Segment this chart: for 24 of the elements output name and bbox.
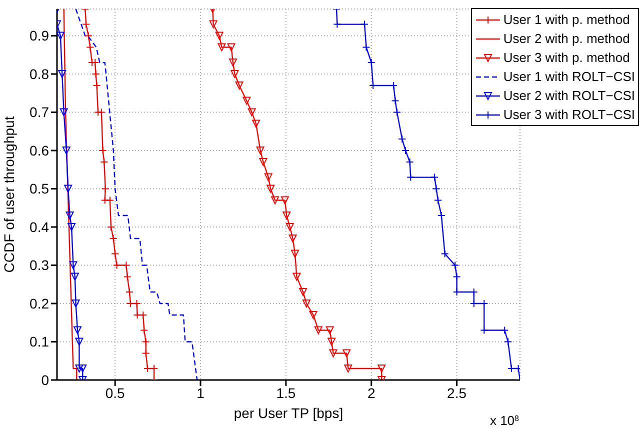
y-tick-label: 0.1 bbox=[30, 334, 50, 350]
x-axis-title: per User TP [bps] bbox=[234, 405, 344, 421]
x-tick-label: 1 bbox=[196, 384, 205, 401]
legend-label: User 3 with ROLT−CSI bbox=[503, 107, 635, 122]
text: x 10$^{8}$ bbox=[490, 413, 520, 428]
x-tick-label: 0.5 bbox=[105, 384, 126, 401]
y-tick-label: 0.5 bbox=[30, 180, 50, 197]
legend-label: User 2 with ROLT−CSI bbox=[503, 88, 635, 103]
legend-label: User 3 with p. method bbox=[503, 50, 630, 65]
x-tick-label: 2 bbox=[367, 384, 376, 401]
y-tick-label: 0.9 bbox=[30, 28, 50, 44]
x-tick-label: 2.5 bbox=[447, 384, 467, 401]
legend-label: User 1 with p. method bbox=[503, 12, 630, 27]
y-tick-label: 0.7 bbox=[30, 104, 50, 120]
y-tick-label: 0.2 bbox=[30, 295, 50, 312]
y-axis-title: CCDF of user throughput bbox=[0, 116, 17, 273]
x-tick-label: 1.5 bbox=[276, 384, 296, 401]
legend-label: User 2 with p. method bbox=[503, 31, 630, 46]
y-tick-label: 0 bbox=[41, 372, 50, 388]
y-tick-label: 0.6 bbox=[30, 142, 50, 158]
y-tick-label: 0.8 bbox=[30, 66, 50, 82]
y-tick-label: 0.3 bbox=[30, 257, 50, 274]
y-tick-label: 0.4 bbox=[30, 218, 50, 235]
legend-label: User 1 with ROLT−CSI bbox=[503, 69, 635, 84]
